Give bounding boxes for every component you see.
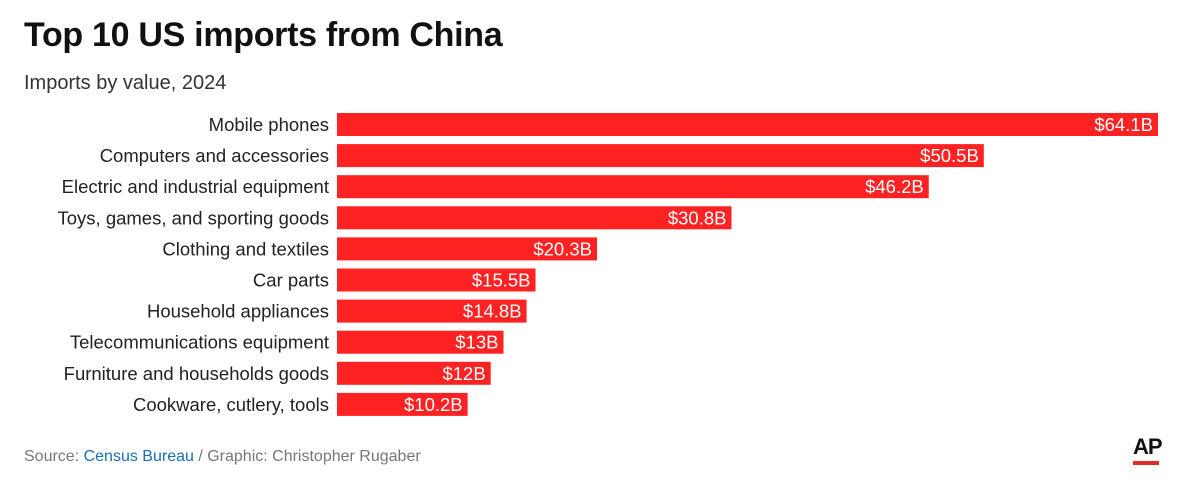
bar [337, 206, 732, 230]
chart-title: Top 10 US imports from China [24, 16, 503, 54]
source-link[interactable]: Census Bureau [83, 448, 194, 465]
value-label: $13B [455, 332, 498, 353]
value-label: $20.3B [533, 238, 592, 259]
value-label: $15.5B [472, 270, 531, 291]
ap-logo-text: AP [1133, 434, 1163, 459]
category-label: Electric and industrial equipment [62, 176, 329, 197]
bar [337, 268, 536, 292]
value-label: $30.8B [668, 207, 727, 228]
category-label: Telecommunications equipment [70, 332, 329, 353]
ap-logo: AP [1133, 436, 1163, 465]
value-label: $64.1B [1094, 114, 1153, 135]
bar [337, 175, 929, 199]
chart-subtitle: Imports by value, 2024 [24, 72, 227, 94]
category-label: Household appliances [147, 301, 329, 322]
value-label: $46.2B [865, 176, 924, 197]
bar-chart: Mobile phones $64.1B Computers and accesso… [58, 113, 1158, 416]
bar [337, 392, 468, 416]
category-label: Clothing and textiles [162, 238, 329, 259]
source-credit: Source: Census Bureau / Graphic: Christo… [24, 448, 421, 466]
bar [337, 299, 527, 323]
bar [337, 361, 491, 385]
value-label: $14.8B [463, 301, 522, 322]
source-prefix: Source: [24, 448, 84, 465]
bar [337, 144, 984, 168]
bar [337, 113, 1158, 136]
value-label: $12B [442, 363, 485, 384]
value-label: $50.5B [920, 145, 979, 166]
ap-logo-underline [1133, 461, 1159, 465]
category-label: Mobile phones [209, 114, 329, 135]
category-label: Car parts [253, 270, 329, 291]
bar [337, 330, 504, 354]
category-label: Computers and accessories [100, 145, 329, 166]
category-label: Toys, games, and sporting goods [58, 207, 330, 228]
graphic-credit: / Graphic: Christopher Rugaber [193, 448, 421, 465]
category-label: Cookware, cutlery, tools [133, 394, 329, 415]
bar [337, 237, 598, 261]
value-label: $10.2B [404, 394, 463, 415]
category-label: Furniture and households goods [64, 363, 329, 384]
